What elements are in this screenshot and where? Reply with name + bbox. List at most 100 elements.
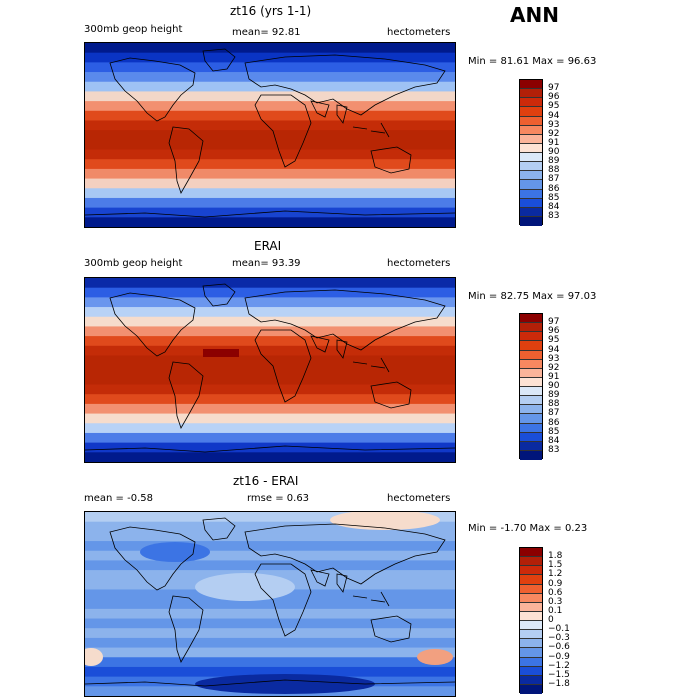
coastline	[168, 595, 204, 663]
coastline	[370, 381, 412, 409]
colorbar-tick-label: 91	[548, 137, 560, 148]
coastline	[202, 48, 236, 72]
colorbar-tick-label: 97	[548, 83, 560, 94]
colorbar-segment	[520, 134, 542, 144]
colorbar-tick-label: 87	[548, 408, 560, 419]
panel-3-colorbar	[519, 547, 543, 694]
colorbar-segment	[520, 602, 542, 612]
colorbar-tick-label: 84	[548, 201, 560, 212]
panel-2-colorbar	[519, 313, 543, 460]
panel-3-asia-negative-anomaly	[140, 542, 210, 562]
colorbar-segment	[520, 450, 542, 460]
contour-band	[85, 374, 455, 386]
colorbar-tick-label: 87	[548, 174, 560, 185]
panel-3-southern-ocean-negative-anomaly	[195, 674, 375, 694]
colorbar-segment	[520, 566, 542, 576]
colorbar-tick-label: 94	[548, 110, 560, 121]
colorbar-tick-label: 0.9	[548, 578, 563, 589]
contour-band	[85, 550, 455, 562]
panel-3-tropical-weak-anomaly	[195, 573, 295, 601]
colorbar-tick-label: 0.6	[548, 587, 563, 598]
colorbar-segment	[520, 98, 542, 108]
panel-2-mean-label: mean= 93.39	[232, 258, 301, 269]
colorbar-segment	[520, 198, 542, 208]
colorbar-tick-label: 95	[548, 101, 560, 112]
contour-band	[85, 423, 455, 434]
colorbar-segment	[520, 341, 542, 351]
coastline	[310, 569, 348, 593]
contour-band	[85, 110, 455, 122]
contour-band	[85, 628, 455, 639]
coastline	[244, 523, 446, 585]
colorbar-segment	[520, 207, 542, 217]
panel-3-rmse-label: rmse = 0.63	[247, 493, 310, 504]
panel-3-mean-label: mean = -0.58	[84, 493, 153, 504]
colorbar-tick-label: −1.2	[548, 660, 570, 671]
panel-2-coastlines	[85, 283, 455, 453]
panel-2-map-svg	[85, 278, 455, 462]
contour-band	[85, 637, 455, 649]
contour-band	[85, 62, 455, 73]
colorbar-tick-label: −0.1	[548, 624, 570, 635]
contour-band	[85, 316, 455, 328]
colorbar-tick-label: 84	[548, 435, 560, 446]
colorbar-tick-label: 89	[548, 390, 560, 401]
panel-3-map	[84, 511, 456, 697]
panel-1-colorbar	[519, 79, 543, 226]
colorbar-segment	[520, 125, 542, 135]
colorbar-tick-label: 0	[548, 615, 554, 625]
coastline	[85, 445, 455, 453]
colorbar-segment	[520, 171, 542, 181]
contour-band	[85, 139, 455, 151]
contour-band	[85, 432, 455, 444]
colorbar-segment	[520, 89, 542, 99]
contour-band	[85, 657, 455, 668]
colorbar-segment	[520, 405, 542, 415]
colorbar-segment	[520, 387, 542, 397]
contour-band	[85, 608, 455, 620]
colorbar-tick-label: 97	[548, 317, 560, 328]
colorbar-segment	[520, 107, 542, 117]
contour-band	[85, 197, 455, 209]
colorbar-segment	[520, 359, 542, 369]
contour-band	[85, 188, 455, 199]
colorbar-tick-label: 94	[548, 344, 560, 355]
panel-2-title: ERAI	[254, 239, 282, 253]
coastline	[85, 679, 455, 687]
contour-band	[85, 521, 455, 532]
colorbar-segment	[520, 630, 542, 640]
coastline	[244, 54, 446, 116]
contour-band	[85, 666, 455, 678]
colorbar-tick-label: 95	[548, 335, 560, 346]
colorbar-tick-label: 90	[548, 381, 560, 391]
coastline	[244, 289, 446, 351]
colorbar-segment	[520, 180, 542, 190]
contour-band	[85, 384, 455, 395]
colorbar-tick-label: 85	[548, 426, 560, 437]
coastline	[168, 361, 204, 429]
colorbar-segment	[520, 216, 542, 226]
contour-band	[85, 287, 455, 298]
colorbar-tick-label: 1.8	[548, 551, 563, 562]
contour-band	[85, 345, 455, 357]
panel-3-map-svg	[85, 512, 455, 696]
colorbar-tick-label: 83	[548, 444, 560, 455]
panel-2-variable-label: 300mb geop height	[84, 258, 183, 269]
contour-band	[85, 130, 455, 141]
colorbar-tick-label: 93	[548, 353, 560, 364]
panel-1-map-svg	[85, 43, 455, 227]
contour-band	[85, 297, 455, 308]
coastline	[310, 335, 348, 359]
panel-3-contour-bands	[85, 512, 455, 696]
panel-2-contour-bands	[85, 278, 455, 462]
colorbar-segment	[520, 189, 542, 199]
colorbar-segment	[520, 350, 542, 360]
colorbar-tick-label: 89	[548, 156, 560, 167]
contour-band	[85, 72, 455, 83]
panel-1-units-label: hectometers	[387, 27, 451, 38]
coastline	[352, 122, 390, 138]
contour-band	[85, 178, 455, 189]
colorbar-tick-label: 85	[548, 192, 560, 203]
contour-band	[85, 149, 455, 160]
